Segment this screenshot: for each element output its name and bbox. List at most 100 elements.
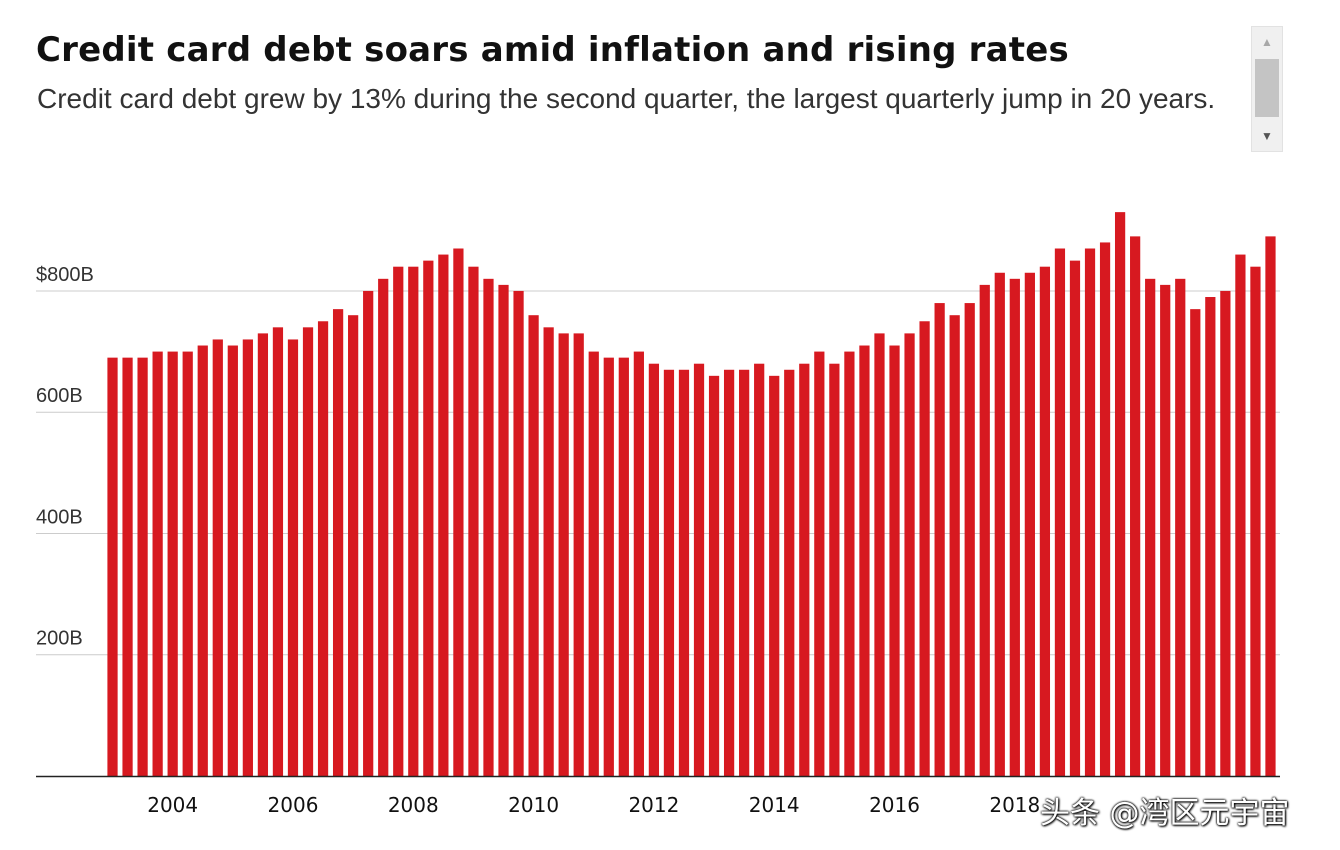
vertical-scrollbar[interactable]: ▲ ▼ bbox=[1251, 26, 1283, 152]
bar bbox=[1054, 248, 1066, 777]
scroll-down-arrow-icon[interactable]: ▼ bbox=[1261, 129, 1273, 143]
bar bbox=[934, 303, 945, 776]
bars bbox=[107, 212, 1276, 777]
bar bbox=[227, 345, 238, 776]
bar bbox=[949, 315, 960, 776]
bar bbox=[693, 363, 705, 776]
bar bbox=[393, 266, 404, 776]
y-tick-label: $800B bbox=[36, 264, 94, 286]
bar bbox=[558, 333, 569, 776]
bar bbox=[242, 339, 253, 776]
bar bbox=[889, 345, 900, 776]
bar bbox=[723, 369, 735, 776]
x-tick-label: 2016 bbox=[869, 793, 920, 817]
bar bbox=[348, 315, 359, 776]
bar bbox=[1205, 297, 1216, 776]
bar bbox=[272, 327, 284, 776]
bar bbox=[302, 327, 314, 776]
bar bbox=[603, 357, 614, 776]
bar bbox=[1039, 266, 1051, 776]
y-tick-label: 600B bbox=[36, 385, 83, 407]
bar bbox=[1145, 278, 1156, 776]
bar bbox=[829, 363, 840, 776]
bar bbox=[874, 333, 885, 776]
bar bbox=[167, 351, 178, 776]
axis-labels: 200B 400B 600B $800B 2004 2006 2008 2010 2012 201… bbox=[36, 264, 1040, 817]
bar bbox=[799, 363, 810, 776]
bar bbox=[1114, 212, 1126, 776]
bar bbox=[769, 375, 780, 776]
bar bbox=[182, 351, 193, 776]
bar bbox=[1069, 260, 1081, 776]
bar bbox=[1250, 266, 1261, 776]
bar bbox=[1265, 236, 1276, 776]
bar bbox=[122, 357, 133, 776]
bar bbox=[573, 333, 584, 776]
bar bbox=[287, 339, 299, 776]
bar bbox=[994, 272, 1005, 776]
bar bbox=[423, 260, 434, 776]
scrollbar-thumb[interactable] bbox=[1255, 59, 1279, 117]
bar bbox=[378, 278, 389, 776]
bar bbox=[1235, 254, 1246, 776]
bar bbox=[107, 357, 118, 776]
bar bbox=[408, 266, 419, 776]
bar bbox=[528, 315, 539, 776]
bar bbox=[678, 369, 690, 776]
bar bbox=[618, 357, 629, 776]
bar bbox=[979, 284, 990, 776]
bar bbox=[483, 278, 494, 776]
chart-title: Credit card debt soars amid inflation an… bbox=[36, 30, 1069, 70]
bar bbox=[844, 351, 855, 776]
x-tick-label: 2010 bbox=[508, 793, 559, 817]
bar bbox=[363, 290, 374, 776]
bar bbox=[513, 290, 524, 776]
bar bbox=[1220, 290, 1231, 776]
bar bbox=[438, 254, 449, 776]
bar bbox=[1024, 272, 1035, 776]
bar bbox=[543, 327, 554, 776]
bar bbox=[332, 309, 344, 776]
bar bbox=[633, 351, 644, 776]
bar bbox=[257, 333, 269, 776]
bar bbox=[1084, 248, 1096, 777]
bar bbox=[663, 369, 675, 776]
chart-subtitle: Credit card debt grew by 13% during the … bbox=[37, 83, 1216, 114]
bar bbox=[814, 351, 825, 776]
bar bbox=[859, 345, 870, 776]
x-tick-label: 2004 bbox=[147, 793, 198, 817]
watermark: 头条 @湾区元宇宙 bbox=[1040, 796, 1290, 831]
bar bbox=[1130, 236, 1141, 776]
bar bbox=[964, 303, 975, 776]
x-tick-label: 2012 bbox=[628, 793, 679, 817]
bar bbox=[1175, 278, 1186, 776]
bar bbox=[1009, 278, 1020, 776]
bar bbox=[708, 375, 720, 776]
bar bbox=[754, 363, 765, 776]
scroll-up-arrow-icon[interactable]: ▲ bbox=[1261, 35, 1273, 49]
y-tick-label: 200B bbox=[36, 628, 83, 650]
x-tick-label: 2014 bbox=[749, 793, 800, 817]
bar bbox=[784, 369, 795, 776]
bar bbox=[1190, 309, 1201, 776]
bar bbox=[468, 266, 479, 776]
bar bbox=[1160, 284, 1171, 776]
bar bbox=[317, 321, 329, 776]
y-tick-label: 400B bbox=[36, 506, 83, 528]
x-tick-label: 2018 bbox=[989, 793, 1040, 817]
bar bbox=[197, 345, 208, 776]
bar bbox=[919, 321, 930, 776]
bar bbox=[453, 248, 464, 777]
bar bbox=[212, 339, 223, 776]
bar bbox=[498, 284, 509, 776]
x-tick-label: 2008 bbox=[388, 793, 439, 817]
bar bbox=[904, 333, 915, 776]
bar bbox=[588, 351, 599, 776]
bar bbox=[1099, 242, 1111, 776]
bar bbox=[152, 351, 163, 776]
bar bbox=[137, 357, 148, 776]
bar bbox=[739, 369, 750, 776]
bar bbox=[648, 363, 660, 776]
x-tick-label: 2006 bbox=[268, 793, 319, 817]
